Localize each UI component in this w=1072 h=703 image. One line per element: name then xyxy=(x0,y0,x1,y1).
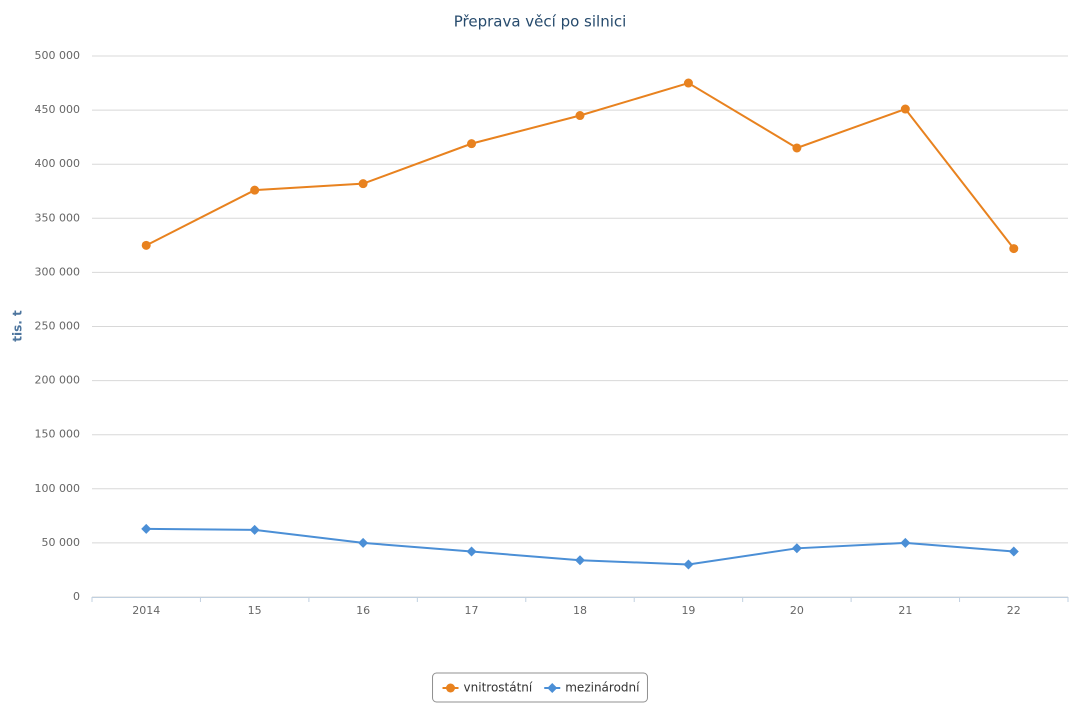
data-point xyxy=(575,111,585,121)
x-tick-label: 16 xyxy=(356,604,370,617)
data-point xyxy=(141,523,152,534)
y-tick-label: 400 000 xyxy=(35,157,81,170)
legend-label: vnitrostátní xyxy=(464,681,533,695)
data-point xyxy=(466,546,477,557)
data-point xyxy=(1009,244,1019,254)
y-tick-label: 50 000 xyxy=(42,536,81,549)
data-point xyxy=(1008,546,1019,557)
data-point xyxy=(575,555,585,566)
series-line xyxy=(145,81,1015,250)
y-axis-title: tis. t xyxy=(11,310,25,342)
y-tick-label: 150 000 xyxy=(35,428,81,441)
x-tick-label: 15 xyxy=(248,604,262,617)
x-tick-label: 17 xyxy=(465,604,479,617)
legend-marker xyxy=(547,683,558,693)
data-point xyxy=(792,143,802,153)
y-tick-label: 100 000 xyxy=(35,482,81,495)
y-tick-label: 500 000 xyxy=(35,49,81,62)
data-point xyxy=(358,537,369,548)
data-point xyxy=(900,537,911,548)
x-tick-label: 18 xyxy=(573,604,587,617)
legend-label: mezinárodní xyxy=(565,681,640,695)
legend-box xyxy=(432,672,648,703)
y-tick-label: 350 000 xyxy=(35,211,81,224)
y-tick-label: 0 xyxy=(73,590,80,603)
data-point xyxy=(900,104,910,114)
x-tick-label: 19 xyxy=(681,604,695,617)
x-tick-label: 21 xyxy=(898,604,912,617)
data-point xyxy=(467,139,477,149)
y-tick-label: 300 000 xyxy=(35,265,81,278)
data-point xyxy=(141,240,151,250)
data-point xyxy=(250,185,260,195)
legend: vnitrostátní mezinárodní xyxy=(432,672,648,703)
chart-title: Přeprava věcí po silnici xyxy=(454,13,627,31)
y-tick-label: 450 000 xyxy=(35,103,81,116)
x-tick-label: 22 xyxy=(1007,604,1021,617)
data-point xyxy=(358,179,368,189)
data-point xyxy=(249,524,260,535)
legend-marker xyxy=(446,683,456,693)
y-tick-label: 200 000 xyxy=(35,374,81,387)
data-point xyxy=(683,559,694,570)
data-point xyxy=(683,78,693,88)
data-point xyxy=(791,543,802,554)
x-tick-label: 20 xyxy=(790,604,804,617)
x-tick-label: 2014 xyxy=(132,604,160,617)
y-tick-label: 250 000 xyxy=(35,320,81,333)
